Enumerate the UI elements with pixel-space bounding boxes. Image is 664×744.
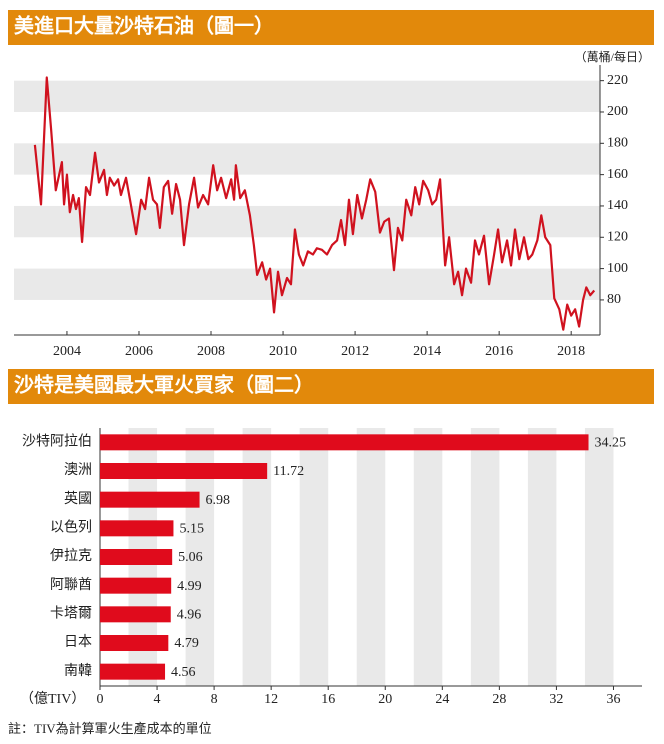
grid-band: [470, 428, 500, 686]
category-label: 沙特阿拉伯: [22, 434, 92, 450]
y-tick-label: 160: [607, 167, 628, 182]
chart-title: 美進口大量沙特石油（圖一）: [14, 14, 274, 38]
x-axis-unit: （億TIV）: [20, 691, 85, 707]
x-tick-label: 2008: [197, 344, 225, 359]
x-tick-label: 2014: [413, 344, 441, 359]
bar: [100, 463, 268, 479]
bar: [100, 434, 589, 451]
category-label: 澳洲: [64, 462, 92, 478]
x-tick-label: 2004: [53, 344, 81, 359]
value-label: 5.06: [178, 550, 203, 565]
x-tick-label: 24: [435, 692, 449, 707]
bar: [100, 635, 169, 651]
grid-band: [14, 205, 600, 238]
x-tick-label: 4: [154, 692, 161, 707]
y-tick-label: 220: [607, 73, 628, 88]
y-tick-label: 200: [607, 104, 628, 119]
category-label: 英國: [64, 490, 92, 507]
y-tick-label: 140: [607, 198, 628, 213]
grid-band: [584, 428, 614, 686]
category-label: 南韓: [64, 663, 92, 679]
value-label: 34.25: [595, 436, 627, 451]
y-tick-label: 180: [607, 136, 628, 151]
grid-band: [527, 428, 557, 686]
grid-band: [413, 428, 443, 686]
bar: [100, 491, 200, 508]
y-tick-label: 80: [607, 292, 621, 307]
x-tick-label: 16: [321, 692, 335, 707]
value-label: 5.15: [179, 522, 204, 537]
y-tick-label: 100: [607, 261, 628, 276]
x-tick-label: 12: [264, 692, 278, 707]
value-label: 4.56: [171, 665, 196, 680]
x-tick-label: 2012: [341, 344, 369, 359]
value-label: 11.72: [273, 464, 304, 479]
x-tick-label: 0: [97, 692, 104, 707]
chart-title: 沙特是美國最大軍火買家（圖二）: [14, 373, 314, 397]
bar: [100, 606, 171, 623]
x-tick-label: 2010: [269, 344, 297, 359]
bar: [100, 549, 173, 565]
category-label: 以色列: [50, 519, 92, 536]
bar: [100, 577, 172, 594]
x-tick-label: 8: [211, 692, 218, 707]
x-tick-label: 28: [492, 692, 506, 707]
title-bar: [8, 369, 654, 404]
x-tick-label: 2018: [557, 344, 585, 359]
y-tick-label: 120: [607, 229, 628, 244]
value-label: 4.96: [177, 608, 202, 623]
bar: [100, 663, 166, 680]
category-label: 阿聯酋: [50, 576, 92, 593]
grid-band: [14, 268, 600, 300]
y-axis-unit: （萬桶/每日）: [575, 49, 650, 64]
grid-band: [14, 80, 600, 112]
value-label: 6.98: [206, 493, 231, 508]
x-tick-label: 36: [606, 692, 620, 707]
x-tick-label: 2016: [485, 344, 513, 359]
category-label: 卡塔爾: [50, 606, 92, 622]
footnote: 註：TIV為計算軍火生產成本的單位: [8, 721, 212, 736]
grid-band: [299, 428, 329, 686]
grid-band: [14, 143, 600, 175]
x-tick-label: 32: [549, 692, 563, 707]
category-label: 伊拉克: [50, 548, 92, 564]
value-label: 4.79: [174, 636, 199, 651]
x-tick-label: 20: [378, 692, 392, 707]
title-bar: [8, 10, 654, 45]
value-label: 4.99: [177, 579, 202, 594]
bar: [100, 520, 174, 537]
grid-band: [356, 428, 386, 686]
x-tick-label: 2006: [125, 344, 153, 359]
data-line: [33, 76, 596, 331]
category-label: 日本: [64, 634, 92, 650]
